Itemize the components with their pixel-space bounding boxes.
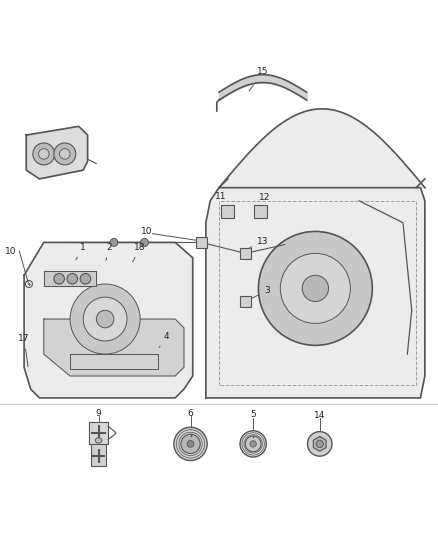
Text: 10: 10 <box>5 247 17 256</box>
Text: 3: 3 <box>248 286 270 300</box>
Text: 13: 13 <box>246 237 268 250</box>
Circle shape <box>54 273 64 284</box>
Circle shape <box>39 149 49 159</box>
Bar <box>221 205 234 219</box>
Text: 5: 5 <box>250 410 256 419</box>
Circle shape <box>110 238 118 246</box>
Polygon shape <box>26 126 88 179</box>
Circle shape <box>181 434 200 454</box>
Text: 1: 1 <box>76 243 86 260</box>
Text: 11: 11 <box>215 192 227 211</box>
Circle shape <box>70 284 140 354</box>
Circle shape <box>96 310 114 328</box>
Circle shape <box>245 436 261 452</box>
Text: 10: 10 <box>141 227 152 236</box>
Bar <box>240 248 251 259</box>
Circle shape <box>280 253 350 324</box>
Circle shape <box>83 297 127 341</box>
Text: 17: 17 <box>18 334 30 367</box>
Circle shape <box>33 143 55 165</box>
Polygon shape <box>44 271 96 286</box>
Circle shape <box>307 432 332 456</box>
Circle shape <box>80 273 91 284</box>
Circle shape <box>316 440 323 448</box>
Circle shape <box>60 149 70 159</box>
Circle shape <box>302 275 328 302</box>
Text: 4: 4 <box>159 332 169 348</box>
Text: 18: 18 <box>133 243 146 262</box>
Bar <box>196 237 207 248</box>
Polygon shape <box>24 243 193 398</box>
Polygon shape <box>313 437 326 451</box>
Bar <box>254 205 267 219</box>
Circle shape <box>67 273 78 284</box>
Circle shape <box>174 427 207 461</box>
Bar <box>91 444 106 466</box>
Text: 2: 2 <box>106 243 112 260</box>
Bar <box>240 296 251 307</box>
Circle shape <box>258 231 372 345</box>
Text: 12: 12 <box>259 193 271 211</box>
Polygon shape <box>44 319 184 376</box>
Polygon shape <box>206 188 425 398</box>
Bar <box>89 422 108 444</box>
Circle shape <box>54 143 76 165</box>
Circle shape <box>187 440 194 447</box>
Circle shape <box>250 441 256 447</box>
Text: 14: 14 <box>314 411 325 420</box>
Text: 15: 15 <box>249 67 268 91</box>
Circle shape <box>240 431 266 457</box>
Text: 9: 9 <box>95 409 102 418</box>
Ellipse shape <box>95 438 102 443</box>
Text: 6: 6 <box>187 409 194 418</box>
Circle shape <box>141 238 148 246</box>
